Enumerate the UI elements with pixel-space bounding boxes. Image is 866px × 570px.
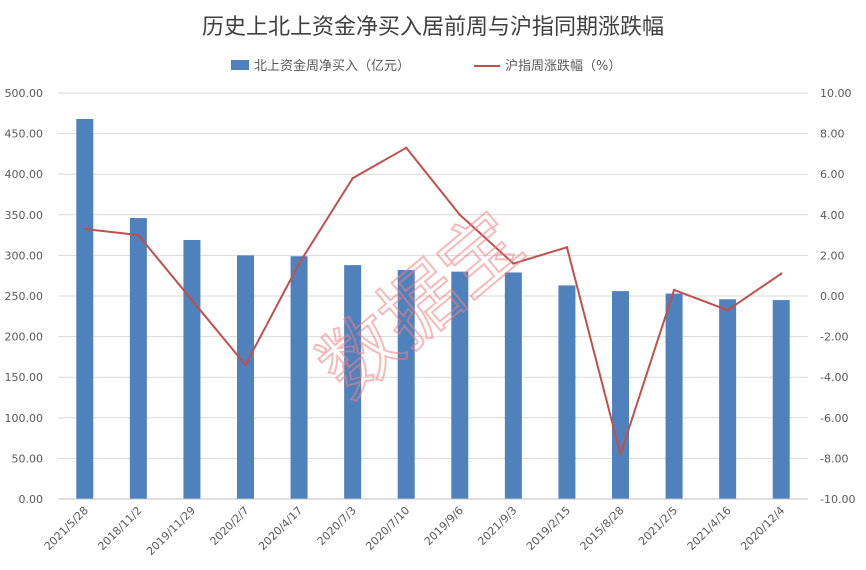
category-label: 2021/9/3 <box>475 504 519 548</box>
bar <box>558 285 576 499</box>
category-label: 2021/4/16 <box>685 504 734 553</box>
right-tick-label: -10.00 <box>820 493 855 506</box>
bar <box>290 256 308 499</box>
line-point <box>405 146 408 150</box>
category-label: 2020/7/10 <box>363 504 412 553</box>
right-tick-label: 10.00 <box>820 87 852 100</box>
line-point <box>297 262 301 265</box>
line-point <box>619 453 622 456</box>
left-tick-label: 350.00 <box>5 209 44 222</box>
right-tick-label: -6.00 <box>820 412 848 425</box>
watermark: 数据宝 <box>303 196 540 415</box>
right-tick-label: 6.00 <box>820 168 845 181</box>
chart-title: 历史上北上资金净买入居前周与沪指同期涨跌幅 <box>202 15 664 40</box>
left-tick-label: 200.00 <box>5 331 44 344</box>
legend-bar-label: 北上资金周净买入（亿元） <box>254 58 410 74</box>
line-point <box>351 177 354 180</box>
category-label: 2020/7/3 <box>315 504 359 548</box>
bar <box>451 271 469 499</box>
category-label: 2020/12/4 <box>738 504 787 553</box>
category-label: 2019/2/15 <box>524 504 573 553</box>
left-tick-label: 50.00 <box>12 452 44 465</box>
line-series <box>83 146 783 456</box>
category-label: 2021/5/28 <box>42 504 91 553</box>
left-axis-ticks: 0.00 50.00 100.00 150.00 200.00 250.00 300.00 3… <box>5 87 44 506</box>
line-point <box>458 213 461 216</box>
left-tick-label: 150.00 <box>5 371 44 384</box>
right-tick-label: 0.00 <box>820 290 845 303</box>
right-tick-label: 2.00 <box>820 249 845 262</box>
line-point <box>780 272 783 275</box>
left-tick-label: 0.00 <box>19 493 44 506</box>
category-label: 2021/2/5 <box>636 504 680 548</box>
right-tick-label: 8.00 <box>820 128 845 141</box>
left-tick-label: 500.00 <box>5 87 44 100</box>
category-label: 2015/8/28 <box>578 504 627 553</box>
line-point <box>83 227 86 231</box>
left-tick-label: 100.00 <box>5 412 44 425</box>
left-tick-label: 300.00 <box>5 249 44 262</box>
category-label: 2020/4/17 <box>256 504 305 553</box>
bar <box>183 239 201 500</box>
bar <box>612 291 629 499</box>
bar <box>129 218 147 499</box>
bar <box>504 272 522 499</box>
left-tick-label: 400.00 <box>5 168 44 181</box>
line-point <box>244 363 247 367</box>
bar <box>397 270 415 499</box>
bar-series <box>76 118 790 500</box>
bar <box>237 255 254 499</box>
legend: 北上资金周净买入（亿元） 沪指周涨跌幅（%） <box>231 58 621 74</box>
right-tick-label: -4.00 <box>820 371 848 384</box>
line-point <box>512 262 515 265</box>
left-tick-label: 450.00 <box>5 128 44 141</box>
category-labels: 2021/5/28 2018/11/2 2019/11/29 2020/2/7 2020… <box>42 504 788 558</box>
category-label: 2020/2/7 <box>207 504 251 548</box>
category-label: 2019/9/6 <box>422 504 466 548</box>
right-axis-ticks: -10.00 -8.00 -6.00 -4.00 -2.00 0.00 2.00 4.00 6.… <box>820 87 855 506</box>
line-path <box>84 146 782 456</box>
bar <box>344 265 362 499</box>
line-point <box>565 246 569 249</box>
bar <box>665 293 683 499</box>
line-point <box>726 309 729 312</box>
legend-bar-swatch <box>231 60 249 70</box>
right-tick-label: -2.00 <box>820 331 848 344</box>
bar <box>772 300 790 499</box>
left-tick-label: 250.00 <box>5 290 44 303</box>
line-point <box>137 233 140 237</box>
gridlines <box>58 92 808 459</box>
line-point <box>190 298 194 302</box>
line-point <box>672 288 676 292</box>
category-label: 2019/11/29 <box>144 504 198 558</box>
legend-line-label: 沪指周涨跌幅（%） <box>505 58 621 74</box>
bar <box>719 299 737 499</box>
right-tick-label: -8.00 <box>820 452 848 465</box>
bar <box>76 118 94 499</box>
right-tick-label: 4.00 <box>820 209 845 222</box>
category-label: 2018/11/2 <box>95 504 144 553</box>
